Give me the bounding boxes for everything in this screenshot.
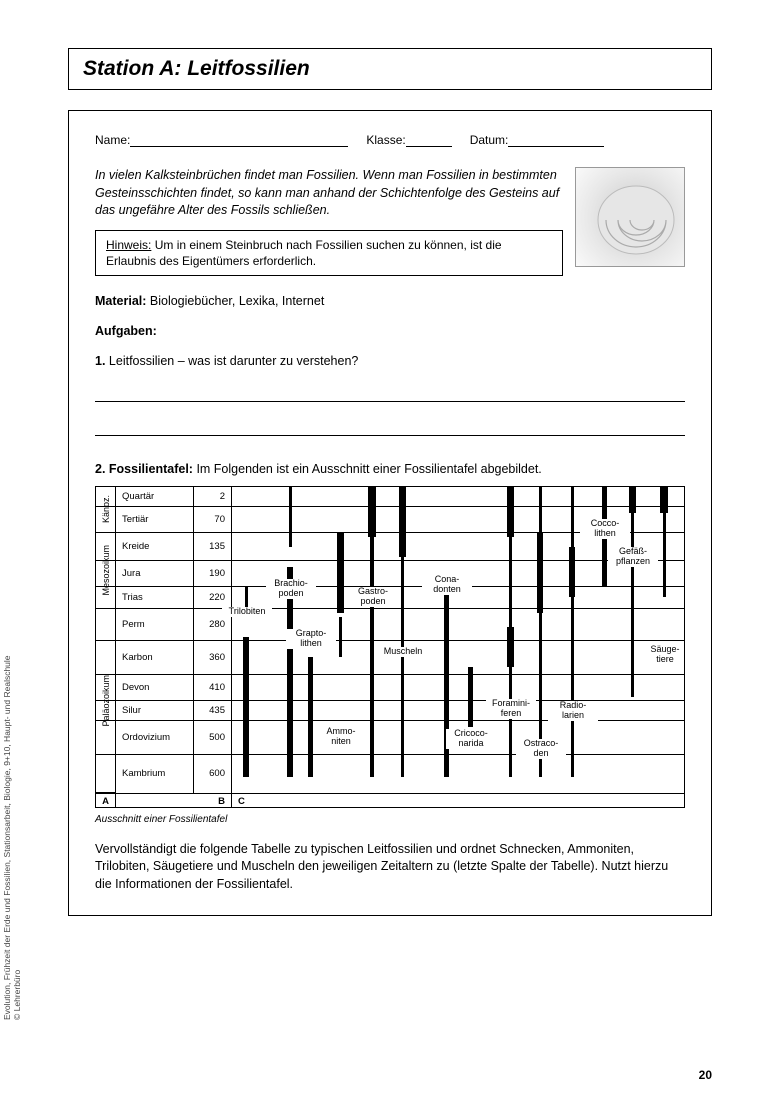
task2-text: Im Folgenden ist ein Ausschnitt einer Fo… — [193, 462, 542, 476]
chart-row: Jura190 — [96, 561, 684, 587]
task2-num: 2. — [95, 462, 105, 476]
era-label: Paläozoikum — [101, 675, 111, 727]
datum-field: Datum: — [470, 133, 605, 147]
fossil-chart: Känoz.Quartär2Tertiär70MesozoikumKreide1… — [95, 486, 685, 808]
material-text: Biologiebücher, Lexika, Internet — [146, 294, 324, 308]
task2-bold: Fossilientafel: — [105, 462, 193, 476]
footer-b: B — [116, 794, 232, 808]
chart-caption: Ausschnitt einer Fossilientafel — [95, 814, 685, 825]
period-cell: Quartär — [116, 487, 194, 506]
era-label: Känoz. — [101, 495, 111, 523]
chart-row: Kambrium600 — [96, 755, 684, 793]
intro-block: In vielen Kalksteinbrüchen findet man Fo… — [95, 167, 563, 276]
hint-label: Hinweis: — [106, 238, 151, 252]
chart-footer: A B C — [96, 793, 684, 808]
age-cell: 190 — [194, 561, 232, 586]
period-cell: Karbon — [116, 641, 194, 674]
datum-line[interactable] — [508, 133, 604, 147]
period-cell: Kambrium — [116, 755, 194, 793]
name-line[interactable] — [130, 133, 348, 147]
title-box: Station A: Leitfossilien — [68, 48, 712, 90]
name-label: Name: — [95, 133, 130, 147]
klasse-label: Klasse: — [366, 133, 405, 147]
tasks-label: Aufgaben: — [95, 324, 157, 338]
age-cell: 435 — [194, 701, 232, 720]
hint-box: Hinweis: Um in einem Steinbruch nach Fos… — [95, 230, 563, 276]
klasse-field: Klasse: — [366, 133, 451, 147]
age-cell: 220 — [194, 587, 232, 608]
task-2: 2. Fossilientafel: Im Folgenden ist ein … — [95, 462, 685, 476]
intro-text: In vielen Kalksteinbrüchen findet man Fo… — [95, 167, 563, 220]
answer-line-1[interactable] — [95, 380, 685, 402]
intro-row: In vielen Kalksteinbrüchen findet man Fo… — [95, 167, 685, 276]
age-cell: 410 — [194, 675, 232, 700]
chart-row: Ordovizium500 — [96, 721, 684, 755]
era-label: Mesozoikum — [101, 545, 111, 596]
tasks-heading: Aufgaben: — [95, 324, 685, 338]
chart-row: Karbon360 — [96, 641, 684, 675]
chart-row: Devon410 — [96, 675, 684, 701]
chart-row: Trias220 — [96, 587, 684, 609]
chart-row: Perm280 — [96, 609, 684, 641]
age-cell: 600 — [194, 755, 232, 793]
material-label: Material: — [95, 294, 146, 308]
page-title: Station A: Leitfossilien — [83, 57, 697, 81]
chart-row: Tertiär70 — [96, 507, 684, 533]
period-cell: Silur — [116, 701, 194, 720]
footer-a: A — [96, 794, 116, 808]
period-cell: Jura — [116, 561, 194, 586]
ammonite-image — [575, 167, 685, 267]
age-cell: 70 — [194, 507, 232, 532]
name-field: Name: — [95, 133, 348, 147]
answer-line-2[interactable] — [95, 414, 685, 436]
task-list: 1. Leitfossilien – was ist darunter zu v… — [95, 354, 685, 894]
period-cell: Kreide — [116, 533, 194, 560]
side-credit: Evolution, Frühzeit der Erde und Fossili… — [2, 655, 22, 1020]
period-cell: Devon — [116, 675, 194, 700]
material-line: Material: Biologiebücher, Lexika, Intern… — [95, 294, 685, 308]
period-cell: Ordovizium — [116, 721, 194, 754]
worksheet-frame: Name: Klasse: Datum: In vielen Kalkstein… — [68, 110, 712, 916]
task1-num: 1. — [95, 354, 105, 368]
footer-c: C — [232, 794, 684, 808]
chart-row: Quartär2 — [96, 487, 684, 507]
task1-text: Leitfossilien – was ist darunter zu vers… — [105, 354, 358, 368]
closing-text: Vervollständigt die folgende Tabelle zu … — [95, 841, 685, 894]
task-1: 1. Leitfossilien – was ist darunter zu v… — [95, 354, 685, 436]
age-cell: 500 — [194, 721, 232, 754]
period-cell: Tertiär — [116, 507, 194, 532]
age-cell: 360 — [194, 641, 232, 674]
header-fields: Name: Klasse: Datum: — [95, 133, 685, 147]
chart-row: Silur435 — [96, 701, 684, 721]
chart-row: Kreide135 — [96, 533, 684, 561]
klasse-line[interactable] — [406, 133, 452, 147]
period-cell: Perm — [116, 609, 194, 640]
age-cell: 2 — [194, 487, 232, 506]
age-cell: 280 — [194, 609, 232, 640]
hint-text: Um in einem Steinbruch nach Fossilien su… — [106, 238, 502, 268]
page-number: 20 — [699, 1068, 712, 1082]
age-cell: 135 — [194, 533, 232, 560]
datum-label: Datum: — [470, 133, 509, 147]
period-cell: Trias — [116, 587, 194, 608]
